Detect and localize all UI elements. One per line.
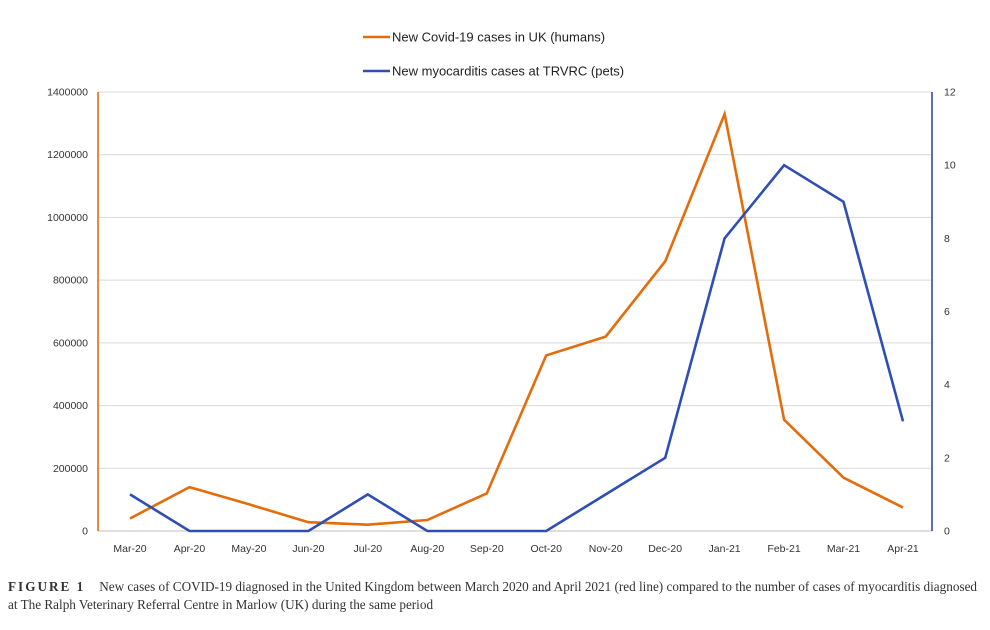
legend: New Covid-19 cases in UK (humans) New myo… — [363, 30, 624, 79]
y-left-tick-label: 600000 — [53, 337, 88, 349]
series-line-2 — [129, 163, 905, 533]
legend-label-1: New Covid-19 cases in UK (humans) — [392, 30, 605, 45]
figure-caption: FIGURE 1 New cases of COVID-19 diagnosed … — [8, 578, 983, 614]
x-tick-label: Jan-21 — [709, 543, 741, 555]
x-tick-label: Apr-20 — [174, 543, 206, 555]
y-right-tick-label: 10 — [944, 160, 956, 172]
y-right-tick-label: 0 — [944, 526, 950, 538]
x-tick-label: Jul-20 — [354, 543, 383, 555]
x-tick-label: Oct-20 — [530, 543, 562, 555]
y-right-tick-label: 4 — [944, 379, 950, 391]
y-left-tick-label: 1000000 — [47, 212, 88, 224]
x-tick-label: Aug-20 — [410, 543, 444, 555]
figure-label: FIGURE 1 — [8, 579, 86, 594]
axes: 0 200000 400000 600000 800000 1000000 1200000 1… — [47, 87, 956, 556]
y-left-tick-label: 1400000 — [47, 87, 88, 99]
x-tick-label: May-20 — [231, 543, 266, 555]
y-left-tick-label: 1200000 — [47, 149, 88, 161]
legend-label-2: New myocarditis cases at TRVRC (pets) — [392, 64, 624, 79]
x-tick-label: Apr-21 — [887, 543, 919, 555]
y-left-tick-label: 200000 — [53, 463, 88, 475]
gridlines — [98, 91, 932, 469]
x-tick-label: Mar-21 — [827, 543, 860, 555]
x-tick-label: Sep-20 — [470, 543, 504, 555]
caption-text: New cases of COVID-19 diagnosed in the U… — [8, 579, 978, 612]
series-lines — [129, 109, 905, 533]
x-tick-label: Feb-21 — [767, 543, 800, 555]
series-line-1 — [129, 109, 904, 527]
x-tick-label: Jun-20 — [292, 543, 324, 555]
x-tick-label: Dec-20 — [648, 543, 682, 555]
y-right-tick-label: 12 — [944, 87, 956, 99]
x-tick-label: Mar-20 — [113, 543, 146, 555]
y-left-tick-label: 0 — [82, 526, 88, 538]
chart: New Covid-19 cases in UK (humans) New myo… — [47, 30, 956, 556]
y-left-tick-label: 800000 — [53, 275, 88, 287]
y-right-tick-label: 2 — [944, 452, 950, 464]
y-right-tick-label: 6 — [944, 306, 950, 318]
x-tick-label: Nov-20 — [589, 543, 623, 555]
y-right-tick-label: 8 — [944, 233, 950, 245]
y-left-tick-label: 400000 — [53, 400, 88, 412]
